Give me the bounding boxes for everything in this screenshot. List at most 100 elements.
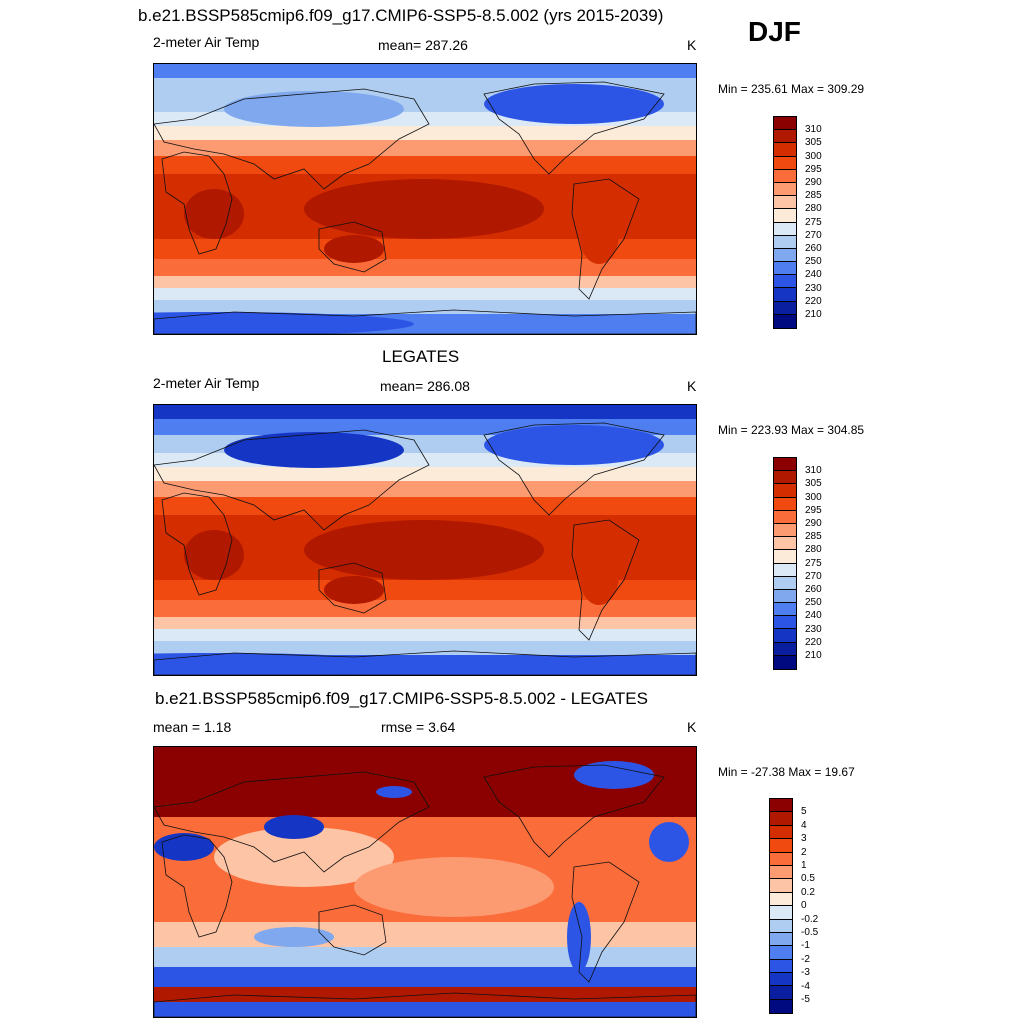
colorbar-tick-label: 270 <box>805 570 822 582</box>
season-label: DJF <box>748 16 801 47</box>
contour-band <box>154 405 696 419</box>
colorbar-tick-label: 220 <box>805 636 822 648</box>
colorbar-tick-label: -4 <box>801 980 810 992</box>
coastline <box>318 562 387 614</box>
contour-band <box>154 288 696 300</box>
colorbar-tick-label: 275 <box>805 557 822 569</box>
contour-band <box>154 580 696 600</box>
colorbar-swatch <box>774 235 796 249</box>
coastline <box>154 992 696 1017</box>
panel-diff-map <box>153 746 697 1018</box>
colorbar-tick-label: 280 <box>805 203 822 215</box>
colorbar-swatch <box>774 603 796 617</box>
contour-band <box>154 481 696 497</box>
colorbar-swatch <box>774 248 796 263</box>
colorbar-swatch <box>774 288 796 302</box>
colorbar-swatch <box>774 169 796 183</box>
panel-model-units: K <box>687 37 697 53</box>
colorbar-swatch <box>774 629 796 643</box>
colorbar-swatch <box>770 839 792 853</box>
colorbar-swatch <box>770 799 792 813</box>
colorbar-swatch <box>770 973 792 987</box>
colorbar-tick-label: -2 <box>801 953 810 965</box>
warm-pool <box>579 204 619 264</box>
coastline <box>571 178 640 300</box>
contour-band <box>154 467 696 481</box>
colorbar-tick-label: 295 <box>805 163 822 175</box>
contour-band <box>154 300 696 314</box>
contour-band <box>154 1002 696 1017</box>
colorbar-swatch <box>774 143 796 157</box>
colorbar-swatch <box>774 471 796 485</box>
warm-pool <box>184 189 244 239</box>
colorbar-tick-label: 300 <box>805 150 822 162</box>
cold-region <box>224 432 404 468</box>
colorbar-tick-label: 280 <box>805 544 822 556</box>
colorbar-tick-label: 3 <box>801 833 807 845</box>
colorbar-swatch <box>774 262 796 276</box>
contour-band <box>154 967 696 987</box>
contour-band <box>154 156 696 174</box>
colorbar-tick-label: 295 <box>805 504 822 516</box>
colorbar-tick-label: 230 <box>805 282 822 294</box>
colorbar-tick-label: 250 <box>805 256 822 268</box>
panel-obs-title: LEGATES <box>382 347 460 366</box>
colorbar-swatch <box>770 946 792 960</box>
colorbar-tick-label: 210 <box>805 650 822 661</box>
difference-region <box>649 822 689 862</box>
colorbar-tick-label: 210 <box>805 309 822 320</box>
coastline <box>154 429 430 531</box>
colorbar-tick-label: 0 <box>801 900 807 912</box>
colorbar-swatch <box>774 314 796 328</box>
colorbar-swatch <box>770 812 792 826</box>
coastline <box>571 519 640 641</box>
panel-diff-title: b.e21.BSSP585cmip6.f09_g17.CMIP6-SSP5-8.… <box>155 689 648 708</box>
map-field <box>154 747 696 1017</box>
difference-region <box>264 815 324 839</box>
colorbar-tick-label: 285 <box>805 190 822 202</box>
colorbar-swatch <box>774 497 796 511</box>
warm-pool <box>324 576 384 604</box>
colorbar-swatches <box>769 798 793 1015</box>
contour-band <box>154 126 696 140</box>
colorbar-swatch <box>774 222 796 236</box>
coastline <box>154 771 430 873</box>
colorbar-swatch <box>774 537 796 551</box>
contour-band <box>154 259 696 276</box>
colorbar-swatch <box>774 589 796 604</box>
difference-region <box>376 786 412 798</box>
contour-band <box>154 629 696 641</box>
colorbar-swatch <box>774 655 796 669</box>
coastline <box>161 151 233 255</box>
colorbar-swatch <box>774 275 796 289</box>
warm-pool <box>579 545 619 605</box>
colorbar-tick-label: 300 <box>805 491 822 503</box>
colorbar-tick-label: 285 <box>805 531 822 543</box>
colorbar-tick-label: 2 <box>801 846 807 858</box>
coastline <box>483 81 665 175</box>
colorbar-swatch <box>770 906 792 920</box>
coastline <box>161 492 233 596</box>
colorbar-tick-label: 310 <box>805 124 822 136</box>
colorbar-swatch <box>774 301 796 315</box>
panel-obs-units: K <box>687 378 697 394</box>
colorbar-tick-label: 220 <box>805 295 822 307</box>
contour-band <box>154 497 696 515</box>
colorbar-swatch <box>774 156 796 170</box>
colorbar-tick-label: 290 <box>805 518 822 529</box>
colorbar-swatch <box>770 999 792 1014</box>
coastline <box>483 422 665 516</box>
colorbar-swatch <box>770 865 792 880</box>
colorbar-swatch <box>770 852 792 866</box>
colorbar-tick-label: -5 <box>801 994 810 1005</box>
colorbar-swatch <box>774 642 796 656</box>
coastline <box>161 834 233 938</box>
cold-region <box>224 91 404 127</box>
coastline <box>483 764 665 858</box>
colorbar-swatch <box>774 458 796 472</box>
colorbar-tick-label: 260 <box>805 243 822 254</box>
warm-pool <box>304 179 544 239</box>
warm-pool <box>184 530 244 580</box>
colorbar-swatch <box>770 919 792 933</box>
colorbar-tick-label: 5 <box>801 806 807 818</box>
